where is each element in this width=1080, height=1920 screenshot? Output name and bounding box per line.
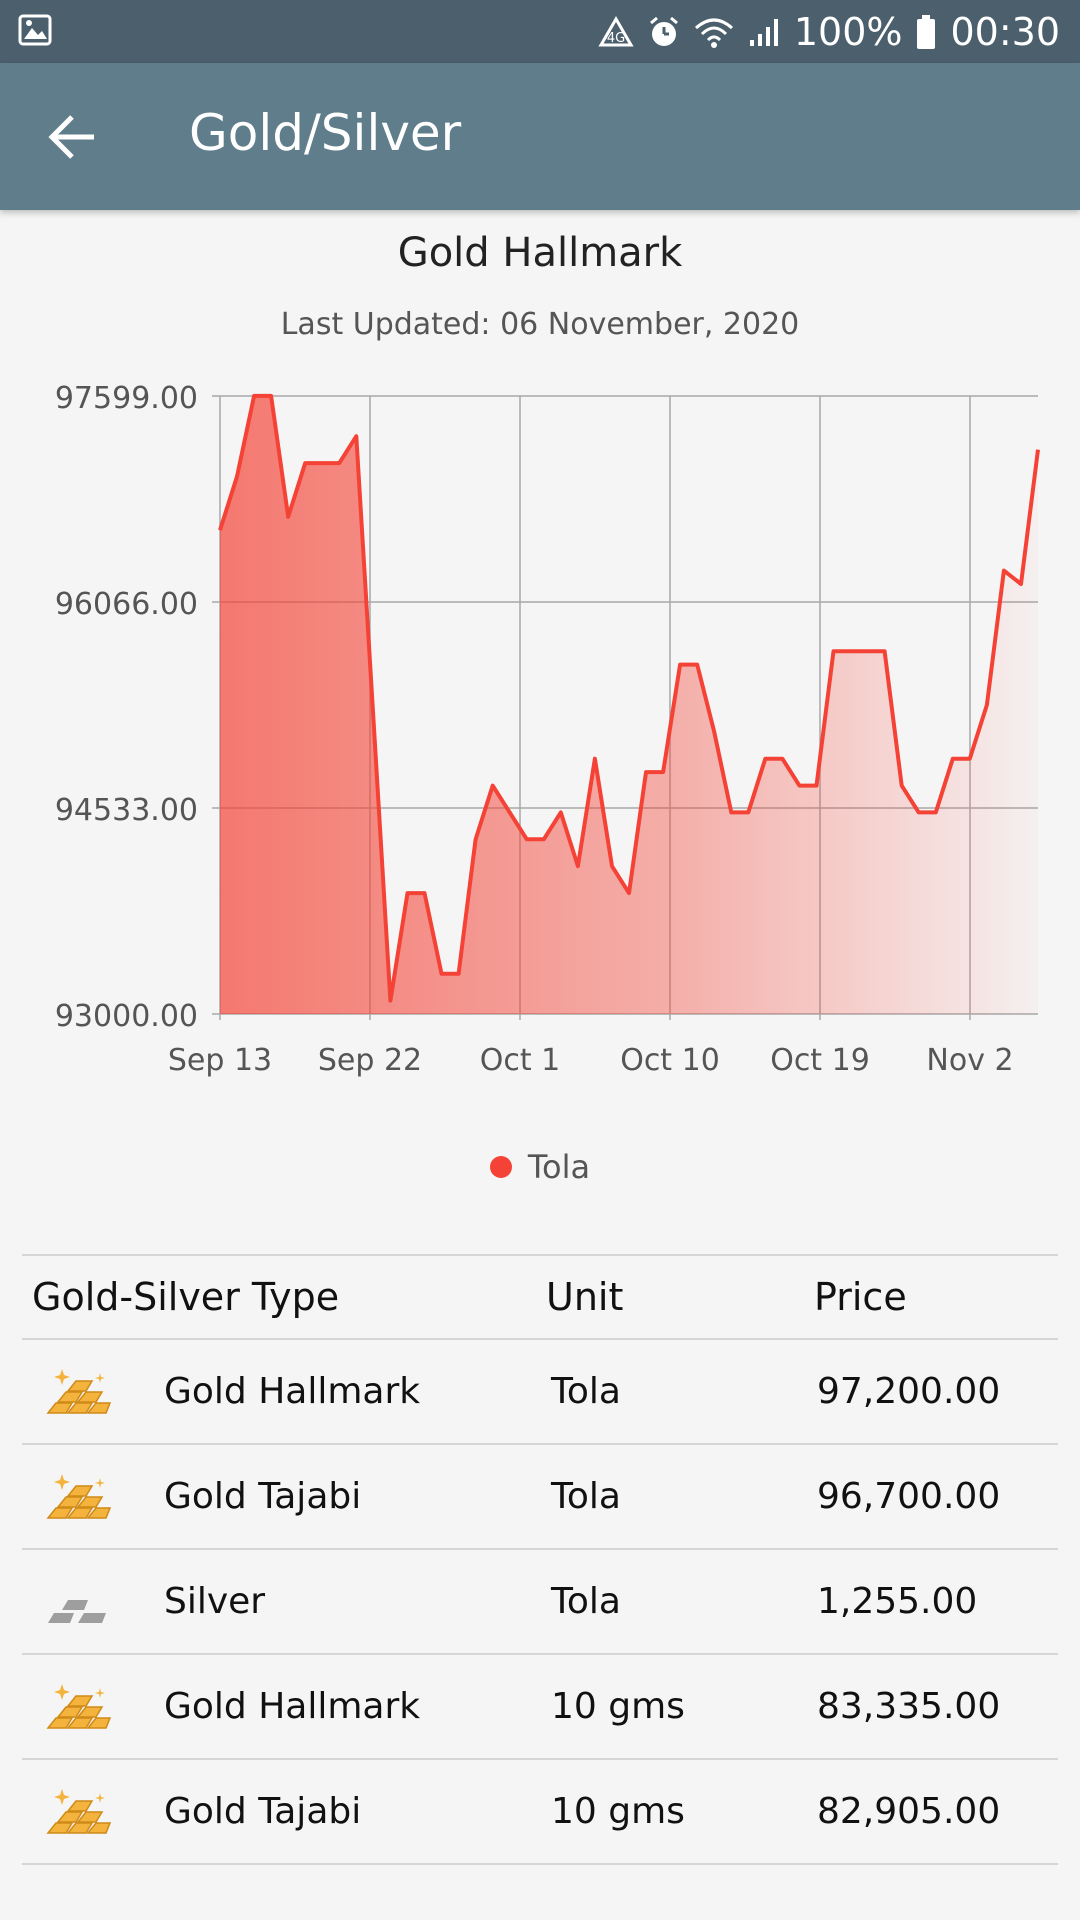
chart-title: Gold Hallmark xyxy=(397,230,683,276)
status-bar: 4G 100% 00:30 xyxy=(0,0,1080,63)
row-unit: Tola xyxy=(551,1371,621,1412)
back-button[interactable] xyxy=(40,107,106,167)
table-row[interactable]: Silver Tola 1,255.00 xyxy=(22,1550,1058,1655)
x-tick-label: Nov 2 xyxy=(926,1043,1013,1078)
y-tick-label: 97599.00 xyxy=(55,381,198,416)
row-type: Gold Hallmark xyxy=(164,1371,421,1412)
gold-bars-icon xyxy=(44,1340,112,1443)
row-unit: Tola xyxy=(551,1476,621,1517)
table-row[interactable]: Gold Tajabi Tola 96,700.00 xyxy=(22,1445,1058,1550)
series-area-tola xyxy=(220,395,1038,1014)
price-chart: 97599.00 96066.00 94533.00 93000.00 Sep 13 Se… xyxy=(55,381,1040,1078)
header-price: Price xyxy=(814,1275,907,1319)
row-unit: 10 gms xyxy=(551,1791,685,1832)
row-price: 82,905.00 xyxy=(817,1791,1001,1832)
x-tick-label: Sep 22 xyxy=(318,1043,422,1078)
arrow-left-icon xyxy=(48,115,94,159)
gold-bars-icon xyxy=(44,1445,112,1548)
row-type: Gold Hallmark xyxy=(164,1686,421,1727)
battery-icon xyxy=(916,14,936,49)
y-tick-label: 96066.00 xyxy=(55,587,198,622)
row-type: Silver xyxy=(164,1581,266,1622)
row-unit: 10 gms xyxy=(551,1686,685,1727)
header-unit: Unit xyxy=(546,1275,624,1319)
table-row[interactable]: Gold Hallmark 10 gms 83,335.00 xyxy=(22,1655,1058,1760)
silver-bars-icon xyxy=(44,1550,112,1653)
legend-color-dot xyxy=(489,1156,512,1178)
gold-bars-icon xyxy=(44,1760,112,1863)
chart-subtitle: Last Updated: 06 November, 2020 xyxy=(280,307,800,342)
clock-time: 00:30 xyxy=(950,9,1060,54)
row-price: 83,335.00 xyxy=(817,1686,1001,1727)
battery-percent: 100% xyxy=(793,9,903,54)
x-tick-label: Oct 10 xyxy=(620,1043,720,1078)
y-tick-label: 94533.00 xyxy=(55,793,198,828)
row-price: 96,700.00 xyxy=(817,1476,1001,1517)
sync-icon: 4G xyxy=(598,15,634,48)
x-tick-label: Oct 19 xyxy=(770,1043,870,1078)
gallery-icon xyxy=(18,14,52,51)
legend-label: Tola xyxy=(527,1148,591,1186)
row-type: Gold Tajabi xyxy=(164,1476,362,1517)
series-line-tola xyxy=(218,393,1040,1003)
price-table: Gold-Silver Type Unit Price Gold Hallmar… xyxy=(22,1254,1058,1865)
app-title: Gold/Silver xyxy=(189,104,462,162)
x-tick-label: Sep 13 xyxy=(168,1043,272,1078)
signal-icon xyxy=(748,16,780,48)
table-row[interactable]: Gold Hallmark Tola 97,200.00 xyxy=(22,1340,1058,1445)
row-price: 1,255.00 xyxy=(817,1581,978,1622)
y-tick-label: 93000.00 xyxy=(55,999,198,1034)
alarm-icon xyxy=(648,15,680,49)
x-tick-label: Oct 1 xyxy=(480,1043,561,1078)
table-header: Gold-Silver Type Unit Price xyxy=(22,1256,1058,1340)
row-unit: Tola xyxy=(551,1581,621,1622)
chart-legend: Tola xyxy=(0,1148,1080,1186)
header-type: Gold-Silver Type xyxy=(32,1275,340,1319)
table-row[interactable]: Gold Tajabi 10 gms 82,905.00 xyxy=(22,1760,1058,1865)
wifi-icon xyxy=(694,16,734,48)
row-type: Gold Tajabi xyxy=(164,1791,362,1832)
svg-text:4G: 4G xyxy=(607,31,625,46)
row-price: 97,200.00 xyxy=(817,1371,1001,1412)
app-bar: Gold/Silver xyxy=(0,63,1080,210)
gold-bars-icon xyxy=(44,1655,112,1758)
